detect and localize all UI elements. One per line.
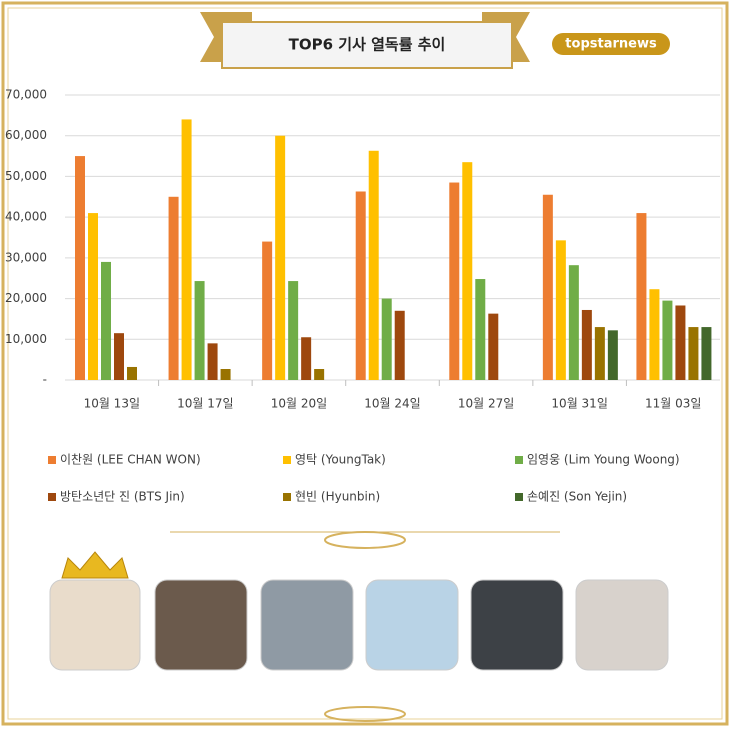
bar	[101, 261, 111, 380]
bar	[168, 196, 179, 380]
bar	[594, 327, 605, 380]
x-tick-label: 10월 17일	[177, 397, 233, 411]
bar	[568, 265, 579, 380]
legend-swatch	[283, 493, 291, 501]
bar	[462, 162, 473, 380]
photo	[365, 579, 459, 671]
bar	[75, 156, 85, 380]
bar	[649, 289, 660, 380]
bar	[288, 281, 299, 380]
legend-label: 이찬원 (LEE CHAN WON)	[60, 452, 201, 467]
bar	[220, 369, 231, 380]
legend-label: 임영웅 (Lim Young Woong)	[527, 453, 680, 467]
bar	[607, 330, 618, 380]
y-tick-label: 50,000	[5, 169, 47, 183]
legend-label: 현빈 (Hyunbin)	[295, 490, 380, 504]
bar	[542, 194, 553, 380]
photo	[49, 579, 141, 671]
logo: topstarnews	[565, 37, 657, 52]
ornament	[324, 531, 406, 549]
y-tick-label: -	[43, 373, 47, 387]
bar	[114, 333, 124, 380]
legend-label: 영탁 (YoungTak)	[295, 453, 386, 467]
bar	[636, 213, 647, 380]
bar	[181, 119, 192, 380]
bar	[555, 240, 566, 380]
photos	[49, 579, 669, 671]
legend-label: 손예진 (Son Yejin)	[527, 490, 627, 504]
ornament	[324, 706, 406, 722]
legend-swatch	[48, 456, 56, 464]
x-tick-label: 10월 31일	[551, 397, 607, 411]
photo	[154, 579, 248, 671]
bar	[127, 366, 137, 380]
y-tick-label: 10,000	[5, 332, 47, 346]
y-tick-label: 20,000	[5, 291, 47, 305]
y-tick-label: 70,000	[5, 88, 47, 102]
bar	[488, 313, 499, 380]
y-tick-label: 30,000	[5, 250, 47, 264]
bar	[449, 182, 460, 380]
bar	[381, 298, 392, 380]
legend-label: 방탄소년단 진 (BTS Jin)	[60, 490, 185, 504]
bar	[688, 327, 699, 380]
x-tick-label: 10월 20일	[271, 397, 327, 411]
bar	[314, 369, 325, 380]
crown	[61, 551, 129, 579]
legend-swatch	[515, 493, 523, 501]
frame-inner	[7, 7, 723, 720]
x-tick-label: 10월 27일	[458, 397, 514, 411]
x-tick-label: 10월 24일	[364, 397, 420, 411]
y-tick-label: 60,000	[5, 128, 47, 142]
bar	[662, 300, 673, 380]
legend-swatch	[48, 493, 56, 501]
bar	[301, 337, 312, 380]
bar	[675, 305, 686, 380]
bar	[701, 327, 712, 380]
chart-title: TOP6 기사 열독률 추이	[289, 36, 446, 54]
photo	[260, 579, 354, 671]
bar	[475, 279, 486, 380]
logo-badge	[552, 33, 670, 55]
bar	[581, 309, 592, 380]
bar	[207, 343, 218, 380]
x-tick-label: 10월 13일	[84, 397, 140, 411]
bar	[88, 213, 98, 380]
legend-swatch	[515, 456, 523, 464]
bar	[368, 150, 379, 380]
photo	[575, 579, 669, 671]
legend-swatch	[283, 456, 291, 464]
bar	[262, 241, 273, 380]
y-tick-label: 40,000	[5, 210, 47, 224]
bar	[275, 135, 286, 380]
bar	[194, 281, 205, 380]
bar	[394, 310, 405, 380]
bar	[355, 191, 366, 380]
photo	[470, 579, 564, 671]
x-tick-label: 11월 03일	[645, 397, 701, 411]
title-banner	[221, 21, 513, 69]
